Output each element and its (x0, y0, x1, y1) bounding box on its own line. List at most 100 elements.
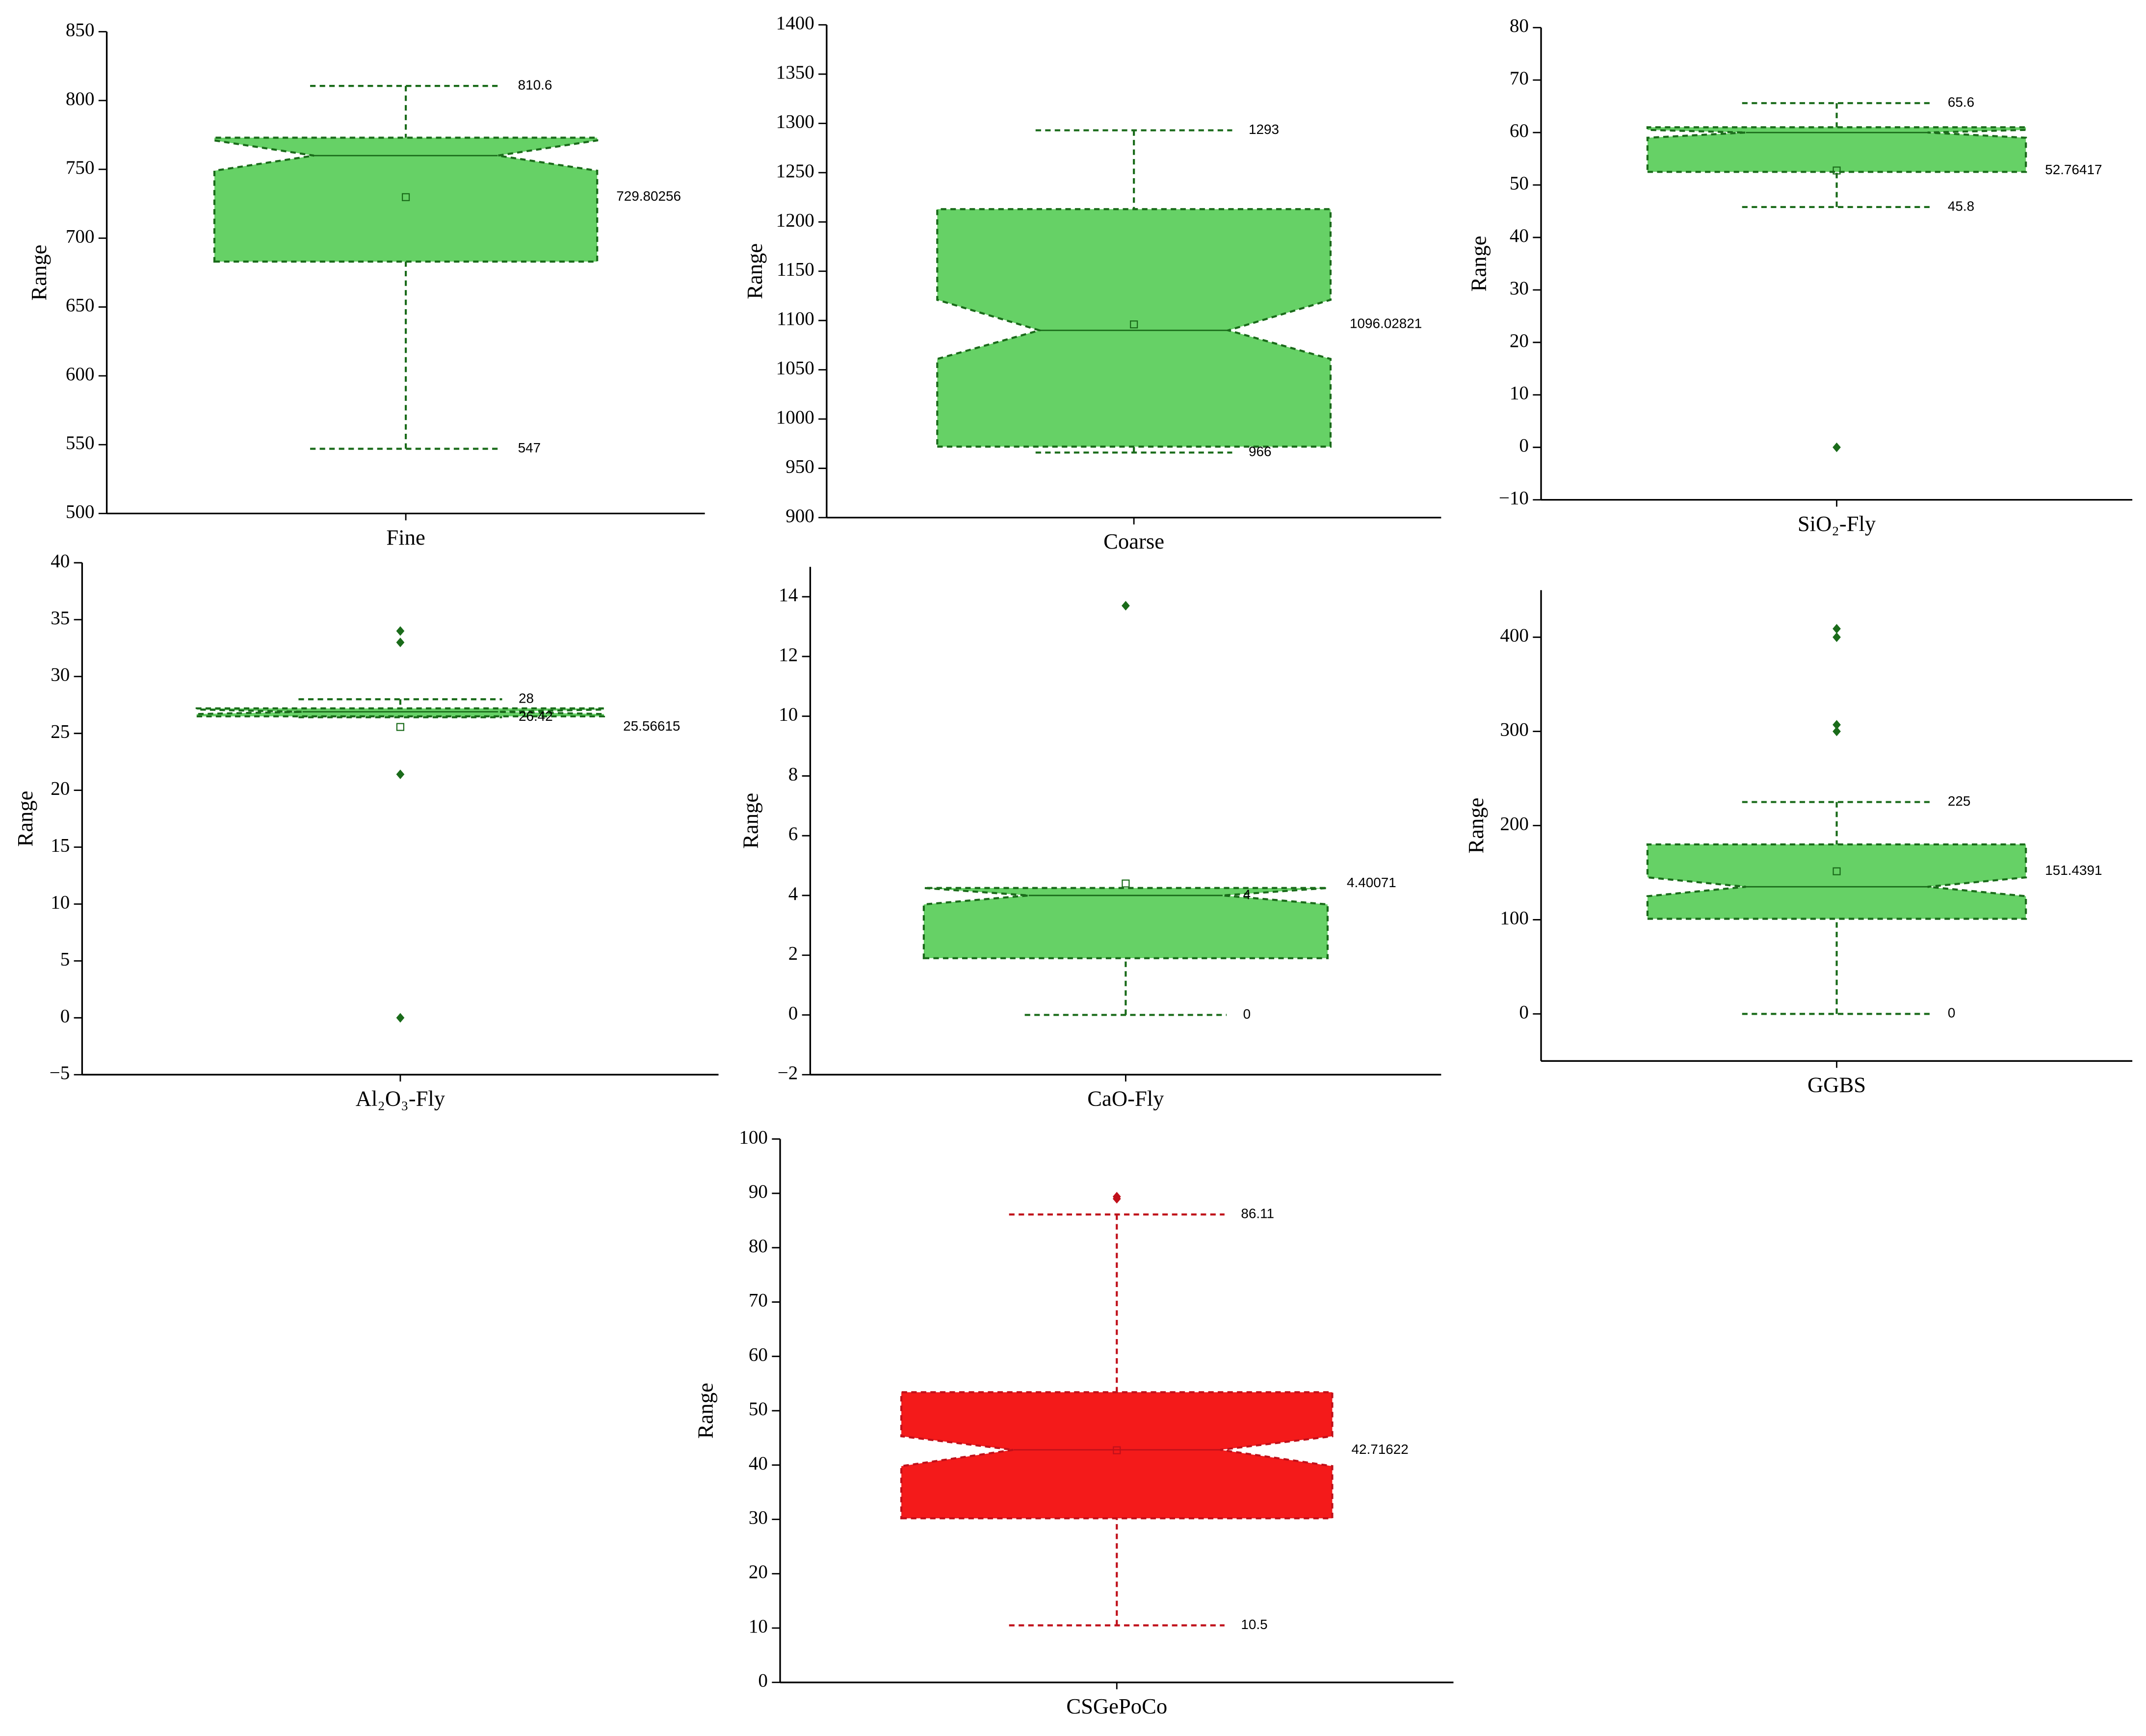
value-label: 86.11 (1241, 1206, 1274, 1221)
y-axis-label: Range (13, 791, 37, 847)
x-axis-label: CaO-Fly (1087, 1086, 1164, 1110)
value-label: 1293 (1249, 122, 1279, 137)
y-tick-label: 10 (1510, 383, 1529, 404)
y-axis-label: Range (738, 793, 762, 849)
outlier (1122, 601, 1130, 611)
y-tick-label: 1100 (777, 308, 814, 329)
y-axis-label: Range (1464, 798, 1488, 854)
y-tick-label: 10 (51, 892, 70, 913)
panel: −2 0 2 4 6 8 10 12 14 CaO-Fly Range 4 0 4.40071 (738, 567, 1441, 1110)
box (213, 136, 599, 263)
value-label: 28 (519, 691, 534, 706)
y-tick-label: 1000 (776, 407, 814, 428)
y-tick-label: 20 (51, 778, 70, 799)
panel: 500 550 600 650 700 750 800 850 Fine Range 810.6 54… (26, 20, 705, 550)
box (922, 887, 1329, 959)
value-label: 4.40071 (1347, 875, 1396, 890)
y-tick-label: 70 (1510, 68, 1529, 89)
panel: −5 0 5 10 15 20 25 30 35 40 Al₂O₃-Fly Range 28 26.42 2… (13, 551, 719, 1110)
panel: −10 0 10 20 30 40 50 60 70 80 SiO₂-Fly Range 65.6 45.… (1466, 15, 2133, 536)
y-tick-label: 1400 (776, 13, 814, 34)
x-axis-label: Coarse (1103, 529, 1164, 553)
outlier (396, 1013, 405, 1023)
y-tick-label: 100 (1500, 907, 1529, 928)
y-tick-label: 50 (749, 1398, 768, 1420)
mean-marker (402, 193, 410, 201)
outlier (1832, 726, 1841, 736)
y-tick-label: 0 (788, 1002, 798, 1024)
y-tick-label: 1200 (776, 210, 814, 231)
y-tick-label: 0 (60, 1005, 70, 1026)
y-tick-label: −5 (50, 1062, 70, 1083)
y-tick-label: 600 (66, 364, 95, 385)
y-axis-label: Range (26, 245, 51, 301)
y-tick-label: 60 (749, 1344, 768, 1365)
mean-marker (396, 723, 405, 731)
x-axis-label: CSGePoCo (1066, 1694, 1167, 1718)
mean-marker (1832, 867, 1841, 875)
value-label: 1096.02821 (1350, 316, 1422, 331)
y-tick-label: 14 (779, 584, 798, 605)
y-tick-label: 1350 (776, 62, 814, 83)
y-tick-label: 1250 (776, 160, 814, 182)
mean-marker (1122, 879, 1130, 888)
y-tick-label: 90 (749, 1181, 768, 1202)
y-tick-label: 12 (779, 644, 798, 665)
value-label: 42.71622 (1352, 1442, 1409, 1457)
x-axis-label: Fine (386, 525, 425, 550)
y-tick-label: 20 (749, 1561, 768, 1582)
y-tick-label: 1050 (776, 358, 814, 379)
y-tick-label: 900 (785, 505, 814, 526)
value-label: 966 (1249, 444, 1272, 459)
y-tick-label: 30 (749, 1507, 768, 1528)
value-label: 45.8 (1948, 198, 1974, 213)
y-tick-label: −10 (1499, 488, 1529, 509)
y-tick-label: 80 (1510, 15, 1529, 36)
box (1646, 126, 2027, 173)
value-label: 65.6 (1948, 95, 1974, 110)
value-label: 52.76417 (2045, 162, 2102, 177)
y-tick-label: 800 (66, 88, 95, 109)
mean-marker (1130, 320, 1138, 329)
y-tick-label: 200 (1500, 813, 1529, 834)
value-label: 547 (518, 440, 541, 455)
x-axis-label: Al₂O₃-Fly (356, 1086, 445, 1110)
panel: 0 100 200 300 400 GGBS Range 225 0 151.4391 (1464, 590, 2133, 1097)
outlier (1832, 720, 1841, 730)
y-axis-label: Range (1466, 236, 1491, 291)
y-tick-label: 6 (788, 823, 798, 844)
outlier (396, 626, 405, 636)
y-tick-label: 1150 (777, 259, 814, 280)
y-tick-label: 15 (51, 835, 70, 856)
y-tick-label: 550 (66, 432, 95, 453)
y-tick-label: 300 (1500, 719, 1529, 740)
mean-marker (1832, 166, 1841, 175)
y-tick-label: 0 (1519, 1001, 1529, 1023)
y-tick-label: 8 (788, 763, 798, 785)
y-tick-label: 20 (1510, 330, 1529, 351)
value-label: 810.6 (518, 78, 552, 93)
value-label: 225 (1948, 793, 1971, 809)
outlier (1112, 1191, 1121, 1202)
y-tick-label: 35 (51, 607, 70, 629)
y-tick-label: 750 (66, 157, 95, 178)
y-axis-label: Range (693, 1383, 717, 1439)
outlier (1832, 442, 1841, 452)
y-tick-label: 40 (1510, 225, 1529, 246)
y-tick-label: 700 (66, 226, 95, 247)
y-tick-label: 50 (1510, 173, 1529, 194)
x-axis-label: GGBS (1807, 1073, 1866, 1097)
outlier (1832, 624, 1841, 634)
value-label: 729.80256 (616, 188, 681, 204)
y-tick-label: 10 (779, 704, 798, 725)
y-axis-label: Range (742, 243, 767, 299)
y-tick-label: 650 (66, 295, 95, 316)
y-tick-label: 950 (785, 456, 814, 477)
outlier (396, 769, 405, 779)
y-tick-label: 500 (66, 501, 95, 522)
y-tick-label: 60 (1510, 120, 1529, 141)
y-tick-label: 4 (788, 883, 798, 904)
value-label: 4 (1243, 887, 1251, 902)
